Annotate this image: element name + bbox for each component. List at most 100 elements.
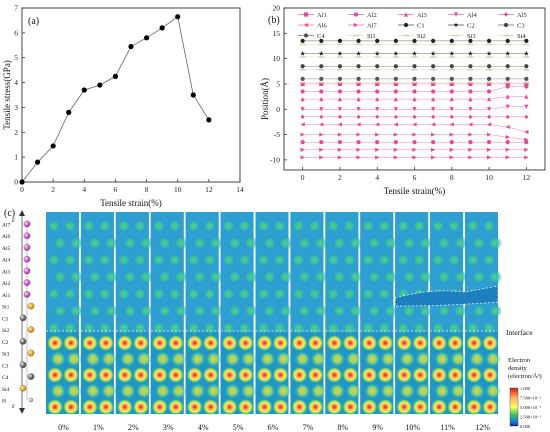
data-point-b bbox=[393, 51, 399, 56]
strain-frame-label: 12% bbox=[475, 423, 490, 432]
density-spot-al bbox=[227, 270, 242, 284]
density-spot-al bbox=[138, 236, 153, 250]
density-spot-al bbox=[383, 304, 398, 318]
density-spot-sic bbox=[186, 335, 203, 351]
density-spot-al bbox=[167, 253, 182, 267]
density-spot-sic bbox=[224, 351, 241, 367]
data-point-a bbox=[81, 87, 87, 93]
data-point-b bbox=[486, 122, 492, 127]
density-spot-al bbox=[307, 321, 322, 335]
model-atom bbox=[23, 255, 31, 263]
data-point-b bbox=[524, 84, 529, 89]
data-point-b bbox=[468, 38, 473, 44]
data-point-b bbox=[356, 76, 361, 81]
legend-marker-b bbox=[353, 22, 359, 28]
density-frame bbox=[255, 212, 293, 415]
legend-marker-b bbox=[353, 12, 359, 17]
y-tick-label-b: -10 bbox=[270, 155, 280, 164]
data-point-b bbox=[505, 124, 510, 130]
density-spot-al bbox=[186, 287, 201, 301]
data-point-b bbox=[486, 76, 492, 81]
density-spot-al bbox=[132, 321, 147, 335]
data-point-b bbox=[431, 38, 436, 44]
data-point-b bbox=[375, 107, 380, 112]
density-spot-sic bbox=[291, 335, 308, 351]
density-spot-al bbox=[151, 321, 166, 335]
data-point-b bbox=[412, 38, 417, 44]
data-point-b bbox=[356, 114, 361, 119]
colorbar-title-2: density bbox=[508, 365, 528, 372]
density-spot-sic bbox=[132, 335, 149, 351]
strain-frame-label: 0% bbox=[58, 423, 69, 432]
data-point-b bbox=[337, 51, 343, 56]
strain-frame-label: 8% bbox=[338, 423, 349, 432]
density-spot-al bbox=[453, 236, 468, 250]
density-spot-al bbox=[87, 304, 102, 318]
density-spot-sic bbox=[81, 335, 98, 351]
data-point-b bbox=[393, 107, 398, 112]
legend-marker-b bbox=[503, 22, 509, 28]
model-atom bbox=[23, 291, 31, 298]
data-point-b bbox=[468, 76, 473, 81]
density-spot-al bbox=[418, 236, 433, 250]
density-spot-al bbox=[47, 219, 61, 233]
data-point-b bbox=[393, 38, 398, 44]
data-point-b bbox=[300, 155, 305, 160]
data-point-a bbox=[206, 117, 212, 123]
density-spot-sic bbox=[399, 351, 416, 367]
model-atom-label: Al4 bbox=[2, 258, 11, 264]
density-spot-al bbox=[326, 321, 341, 335]
density-spot-al bbox=[202, 253, 217, 267]
density-spot-al bbox=[122, 236, 137, 250]
data-point-b bbox=[412, 81, 417, 87]
data-point-b bbox=[449, 51, 455, 56]
data-point-b bbox=[319, 132, 324, 137]
data-point-b bbox=[468, 114, 473, 119]
density-spot-sic bbox=[431, 367, 448, 383]
data-point-b bbox=[356, 89, 361, 94]
density-spot-al bbox=[208, 270, 223, 284]
data-point-b bbox=[505, 94, 510, 99]
density-spot-sic bbox=[469, 351, 486, 367]
legend-label-b: Si2 bbox=[417, 33, 426, 40]
density-spot-al bbox=[396, 321, 411, 335]
model-atom-label: Si3 bbox=[2, 352, 10, 358]
density-spot-sic bbox=[167, 335, 184, 351]
strain-frame-label: 4% bbox=[198, 423, 209, 432]
data-point-a bbox=[66, 109, 72, 115]
data-point-b bbox=[393, 81, 398, 87]
density-spot-sic bbox=[237, 399, 254, 415]
density-spot-sic bbox=[116, 367, 133, 383]
strain-frame-label: 9% bbox=[372, 423, 383, 432]
data-point-a bbox=[190, 92, 196, 98]
y-tick-label-b: 5 bbox=[276, 79, 280, 88]
density-spot-sic bbox=[291, 367, 308, 383]
density-spot-al bbox=[237, 321, 252, 335]
density-spot-al bbox=[342, 321, 357, 335]
data-point-b bbox=[431, 147, 436, 152]
density-spot-al bbox=[278, 236, 293, 250]
data-point-b bbox=[375, 76, 380, 81]
density-spot-al bbox=[447, 253, 462, 267]
density-spot-al bbox=[278, 304, 293, 318]
density-spot-sic bbox=[326, 335, 343, 351]
density-spot-al bbox=[326, 253, 341, 267]
density-spot-al bbox=[47, 321, 61, 335]
density-spot-al bbox=[208, 236, 223, 250]
density-spot-sic bbox=[221, 335, 238, 351]
strain-frame-label: 1% bbox=[93, 423, 104, 432]
data-point-a bbox=[112, 73, 119, 79]
density-spot-al bbox=[383, 236, 398, 250]
density-spot-sic bbox=[329, 351, 346, 367]
data-point-b bbox=[524, 104, 529, 109]
data-point-a bbox=[143, 35, 150, 41]
density-spot-al bbox=[173, 270, 188, 284]
density-spot-sic bbox=[100, 351, 117, 367]
density-spot-al bbox=[221, 253, 236, 267]
density-spot-sic bbox=[81, 367, 98, 383]
density-spot-sic bbox=[202, 367, 219, 383]
y-tick-label-a: 1 bbox=[14, 153, 18, 162]
x-axis-label-b: Tensile strain(%) bbox=[384, 186, 446, 196]
density-spot-al bbox=[69, 236, 83, 250]
data-point-b bbox=[393, 147, 398, 152]
